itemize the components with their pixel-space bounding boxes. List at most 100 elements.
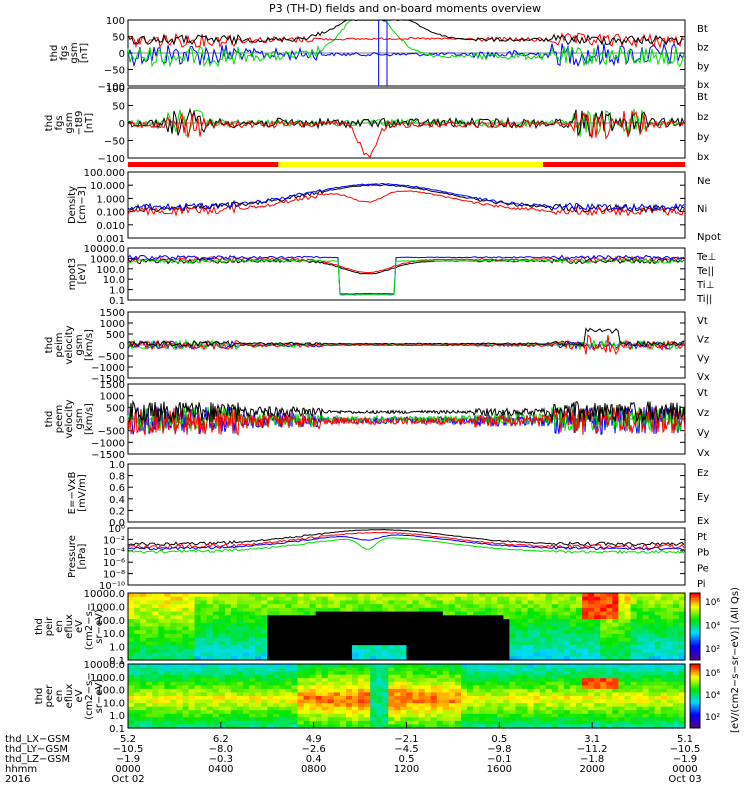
spectrogram-cell <box>364 619 371 624</box>
spectrogram-cell <box>630 645 638 650</box>
spectrogram-cell <box>473 596 480 601</box>
spectrogram-cell <box>551 720 559 726</box>
spectrogram-cell <box>164 615 171 620</box>
spectrogram-cell <box>297 648 305 654</box>
spectrogram-cell <box>291 724 299 729</box>
spectrogram-cell <box>630 604 638 609</box>
spectrogram-cell <box>479 622 486 628</box>
spectrogram-cell <box>521 645 529 650</box>
y-tick-label: 1000 <box>100 392 125 403</box>
spectrogram-cell <box>128 622 135 628</box>
spectrogram-cell <box>430 667 438 672</box>
spectrogram-cell <box>394 710 402 715</box>
spectrogram-cell <box>485 696 492 701</box>
spectrogram-cell <box>570 637 577 642</box>
y-axis-label-line: en <box>54 620 65 633</box>
spectrogram-cell <box>327 724 335 729</box>
spectrogram-cell <box>339 615 347 620</box>
spectrogram-cell <box>509 681 517 686</box>
spectrogram-cell <box>176 667 184 672</box>
spectrogram-cell <box>473 667 480 672</box>
spectrogram-cell <box>346 692 353 697</box>
spectrogram-cell <box>158 710 165 715</box>
spectrogram-cell <box>218 604 226 609</box>
spectrogram-cell <box>648 633 656 639</box>
spectrogram-cell <box>224 596 232 601</box>
spectrogram-cell <box>557 652 565 657</box>
spectrogram-cell <box>388 699 395 704</box>
spectrogram-cell <box>297 637 305 642</box>
spectrogram-cell <box>170 619 178 624</box>
spectrogram-cell <box>382 674 389 679</box>
spectrogram-cell <box>188 600 196 605</box>
spectrogram-cell <box>255 633 262 639</box>
spectrogram-cell <box>358 713 365 718</box>
spectrogram-cell <box>527 656 535 661</box>
spectrogram-cell <box>570 710 577 715</box>
spectrogram-cell <box>454 703 462 708</box>
spectrogram-cell <box>666 699 674 704</box>
spectrogram-cell <box>224 652 232 657</box>
spectrogram-cell <box>461 667 468 672</box>
spectrogram-cell <box>394 626 402 631</box>
spectrogram-cell <box>364 593 371 598</box>
spectrogram-cell <box>164 622 171 628</box>
spectrogram-cell <box>364 713 371 718</box>
spectrogram-cell <box>394 720 402 726</box>
spectrogram-cell <box>152 720 159 726</box>
spectrogram-cell <box>400 641 408 646</box>
spectrogram-cell <box>285 706 293 711</box>
spectrogram-cell <box>388 630 395 635</box>
spectrogram-cell <box>339 664 347 669</box>
spectrogram-cell <box>509 648 517 654</box>
spectrogram-cell <box>333 648 341 654</box>
spectrogram-cell <box>594 713 601 718</box>
spectrogram-cell <box>600 641 607 646</box>
spectrogram-cell <box>497 667 504 672</box>
spectrogram-cell <box>194 674 202 679</box>
spectrogram-cell <box>346 611 353 616</box>
spectrogram-cell <box>454 724 462 729</box>
spectrogram-cell <box>461 645 468 650</box>
spectrogram-cell <box>194 633 202 639</box>
spectrogram-cell <box>551 667 559 672</box>
spectrogram-cell <box>672 645 680 650</box>
spectrogram-cell <box>448 696 456 701</box>
colorbar-cell <box>690 638 700 641</box>
spectrogram-cell <box>442 593 450 598</box>
spectrogram-cell <box>588 667 595 672</box>
spectrogram-cell <box>630 648 638 654</box>
spectrogram-cell <box>539 611 547 616</box>
spectrogram-cell <box>654 685 662 690</box>
spectrogram-cell <box>176 600 184 605</box>
spectrogram-cell <box>491 652 498 657</box>
spectrogram-cell <box>188 685 196 690</box>
spectrogram-cell <box>467 678 474 683</box>
spectrogram-cell <box>406 637 414 642</box>
spectrogram-cell <box>188 710 196 715</box>
vz-trace <box>127 334 685 356</box>
colorbar-cell <box>690 710 700 713</box>
spectrogram-cell <box>237 596 244 601</box>
spectrogram-cell <box>303 615 311 620</box>
spectrogram-cell <box>358 688 365 694</box>
spectrogram-cell <box>285 607 293 613</box>
colorbar-cell <box>690 699 700 702</box>
spectrogram-cell <box>454 685 462 690</box>
spectrogram-cell <box>570 713 577 718</box>
spectrogram-cell <box>273 645 280 650</box>
spectrogram-cell <box>576 641 583 646</box>
spectrogram-cell <box>473 717 480 722</box>
spectrogram-cell <box>303 648 311 654</box>
spectrogram-cell <box>630 667 638 672</box>
spectrogram-cell <box>533 685 541 690</box>
spectrogram-cell <box>152 688 159 694</box>
spectrogram-cell <box>612 596 619 601</box>
spectrogram-cell <box>267 645 274 650</box>
spectrogram-cell <box>606 703 613 708</box>
time-axis-lz-label: −0.3 <box>209 754 233 765</box>
spectrogram-cell <box>364 607 371 613</box>
spectrogram-cell <box>473 678 480 683</box>
spectrogram-cell <box>424 637 432 642</box>
spectrogram-cell <box>206 717 214 722</box>
